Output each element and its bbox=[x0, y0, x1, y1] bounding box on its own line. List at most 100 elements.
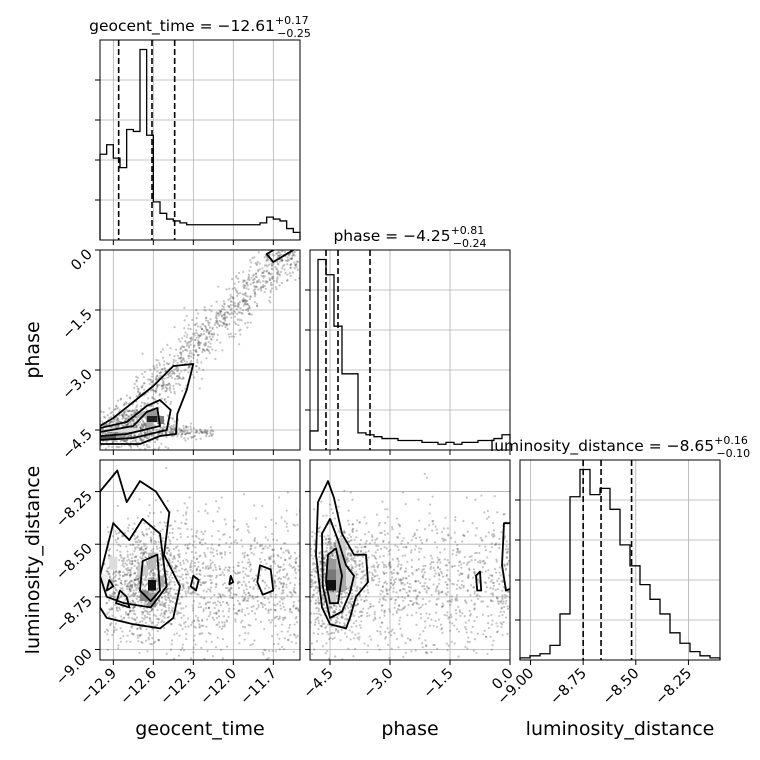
scatter-point bbox=[216, 321, 219, 324]
scatter-point bbox=[486, 660, 488, 662]
scatter-point bbox=[484, 582, 488, 585]
scatter-point bbox=[456, 543, 459, 547]
scatter-point bbox=[195, 309, 198, 312]
scatter-point bbox=[113, 592, 116, 595]
scatter-point bbox=[127, 435, 130, 438]
scatter-point bbox=[331, 610, 335, 614]
scatter-point bbox=[156, 402, 159, 405]
scatter-point bbox=[450, 598, 454, 601]
scatter-point bbox=[224, 566, 227, 569]
scatter-point bbox=[319, 614, 323, 617]
scatter-point bbox=[187, 323, 191, 327]
scatter-point bbox=[500, 580, 503, 583]
scatter-point bbox=[292, 605, 295, 608]
scatter-point bbox=[119, 581, 123, 585]
scatter-point bbox=[212, 548, 215, 551]
scatter-point bbox=[294, 243, 296, 245]
scatter-point bbox=[130, 556, 133, 560]
scatter-point bbox=[129, 445, 133, 448]
scatter-point bbox=[107, 572, 110, 575]
scatter-point bbox=[185, 632, 188, 636]
scatter-point bbox=[192, 544, 195, 547]
scatter-point bbox=[260, 274, 263, 277]
scatter-point bbox=[366, 644, 370, 647]
scatter-point bbox=[162, 384, 165, 387]
scatter-point bbox=[384, 630, 387, 633]
scatter-point bbox=[240, 539, 243, 542]
scatter-point bbox=[198, 580, 202, 584]
scatter-point bbox=[184, 620, 187, 624]
scatter-point bbox=[233, 571, 237, 575]
scatter-point bbox=[275, 279, 278, 282]
scatter-point bbox=[201, 632, 204, 635]
scatter-point bbox=[161, 586, 164, 589]
scatter-point bbox=[110, 608, 114, 611]
scatter-point bbox=[417, 558, 420, 561]
scatter-point bbox=[120, 594, 123, 597]
scatter-point bbox=[347, 602, 350, 605]
scatter-point bbox=[402, 537, 405, 540]
scatter-point bbox=[156, 586, 160, 590]
scatter-point bbox=[259, 620, 263, 624]
scatter-point bbox=[132, 601, 135, 604]
scatter-point bbox=[447, 616, 451, 619]
scatter-point bbox=[262, 285, 265, 288]
scatter-point bbox=[186, 582, 189, 585]
scatter-point bbox=[445, 614, 448, 617]
scatter-point bbox=[432, 583, 435, 586]
scatter-point bbox=[471, 521, 474, 525]
scatter-point bbox=[199, 573, 202, 576]
scatter-point bbox=[275, 585, 278, 588]
scatter-point bbox=[169, 431, 172, 434]
scatter-point bbox=[425, 538, 429, 541]
scatter-point bbox=[500, 607, 503, 610]
scatter-point bbox=[276, 254, 280, 257]
scatter-point bbox=[223, 623, 226, 626]
scatter-point bbox=[285, 509, 288, 512]
scatter-point bbox=[108, 407, 111, 410]
scatter-point bbox=[438, 558, 441, 561]
scatter-point bbox=[135, 406, 138, 409]
scatter-point bbox=[162, 379, 165, 382]
scatter-point bbox=[352, 614, 356, 617]
scatter-point bbox=[410, 571, 414, 574]
scatter-point bbox=[171, 369, 174, 372]
scatter-point bbox=[211, 335, 214, 338]
scatter-point bbox=[214, 566, 217, 569]
scatter-point bbox=[388, 553, 391, 556]
scatter-point bbox=[409, 599, 412, 603]
scatter-point bbox=[314, 602, 317, 605]
scatter-point bbox=[165, 590, 168, 593]
scatter-point bbox=[136, 583, 140, 586]
scatter-point bbox=[381, 604, 384, 607]
scatter-point bbox=[410, 549, 413, 552]
scatter-point bbox=[360, 620, 363, 623]
scatter-point bbox=[263, 264, 267, 267]
scatter-point bbox=[428, 512, 431, 515]
p10-frame bbox=[99, 249, 301, 451]
scatter-point bbox=[165, 551, 168, 554]
scatter-point bbox=[499, 601, 503, 604]
scatter-point bbox=[136, 516, 139, 519]
scatter-point bbox=[165, 362, 168, 365]
scatter-point bbox=[439, 561, 442, 564]
scatter-point bbox=[374, 538, 377, 541]
scatter-point bbox=[189, 349, 192, 353]
scatter-point bbox=[254, 275, 258, 278]
scatter-point bbox=[129, 589, 133, 593]
scatter-point bbox=[289, 557, 292, 560]
scatter-point bbox=[192, 376, 196, 379]
scatter-point bbox=[189, 422, 193, 425]
scatter-point bbox=[359, 614, 363, 618]
scatter-point bbox=[236, 277, 240, 280]
scatter-point bbox=[269, 555, 273, 558]
scatter-point bbox=[431, 529, 434, 532]
scatter-point bbox=[175, 632, 178, 635]
scatter-point bbox=[337, 629, 340, 632]
scatter-point bbox=[268, 277, 271, 280]
scatter-point bbox=[399, 579, 402, 582]
scatter-point bbox=[255, 286, 258, 289]
scatter-point bbox=[439, 567, 442, 571]
scatter-point bbox=[358, 543, 362, 546]
scatter-point bbox=[366, 584, 369, 588]
